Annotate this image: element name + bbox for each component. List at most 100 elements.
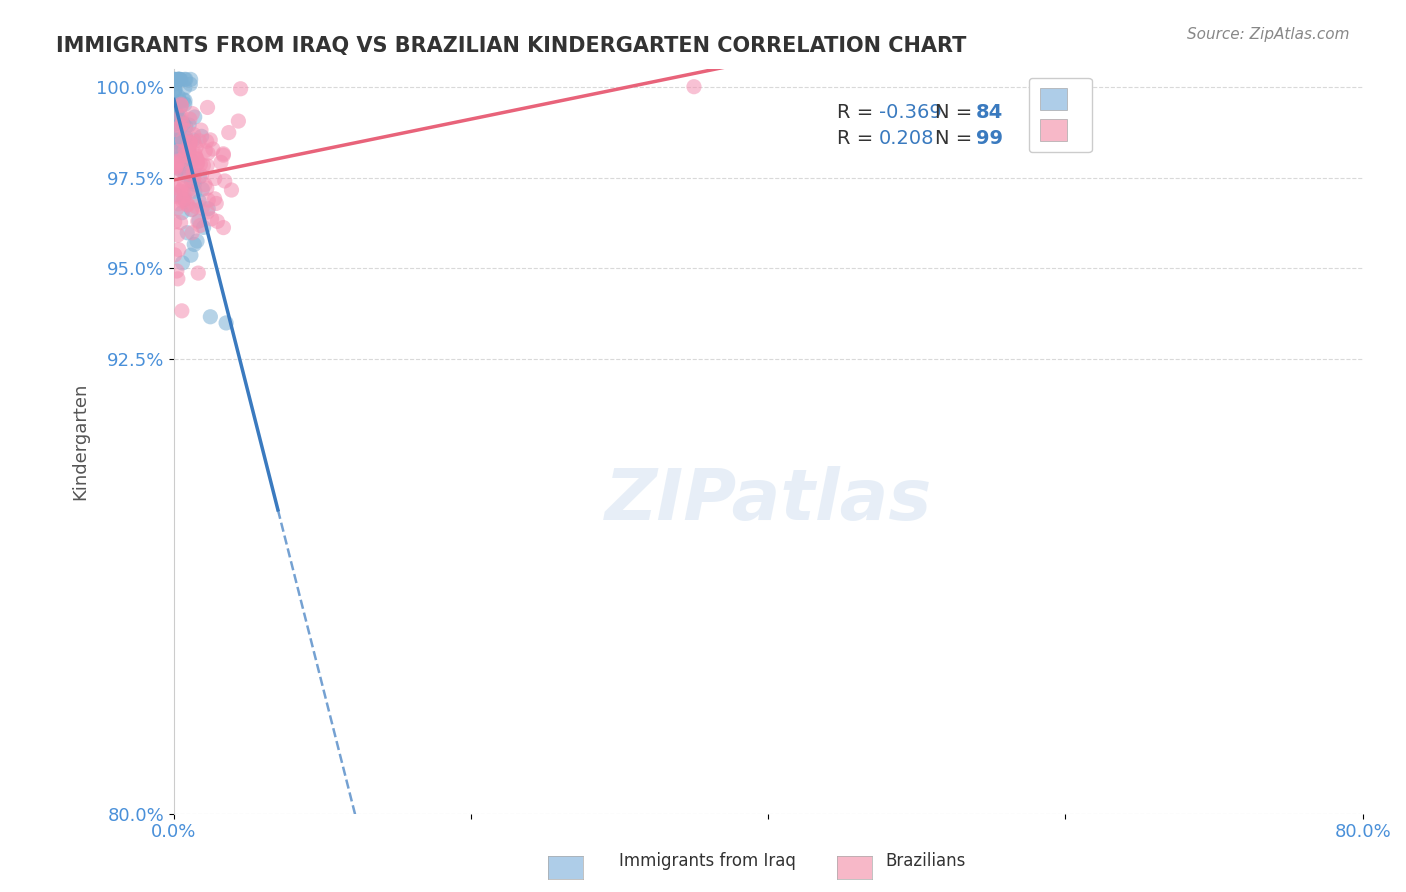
- Point: [179, 145, 201, 159]
- Point: [180, 72, 202, 87]
- Point: [194, 144, 217, 158]
- Point: [167, 243, 190, 257]
- Point: [170, 161, 193, 175]
- Point: [165, 160, 187, 174]
- Point: [167, 161, 190, 176]
- Text: Brazilians: Brazilians: [886, 852, 966, 870]
- Point: [207, 214, 229, 228]
- Point: [174, 143, 197, 157]
- Point: [179, 166, 201, 180]
- Point: [201, 211, 224, 226]
- Point: [170, 153, 193, 168]
- Point: [204, 171, 226, 186]
- Text: N =: N =: [935, 129, 979, 148]
- Point: [169, 216, 191, 230]
- Text: Source: ZipAtlas.com: Source: ZipAtlas.com: [1187, 27, 1350, 42]
- Point: [176, 226, 198, 240]
- Point: [170, 98, 193, 112]
- Point: [167, 72, 190, 87]
- Point: [179, 136, 201, 150]
- Point: [179, 77, 201, 91]
- Point: [174, 72, 197, 87]
- Point: [173, 97, 195, 112]
- Legend: , : ,: [1029, 78, 1092, 153]
- Point: [163, 83, 186, 97]
- Point: [215, 316, 238, 330]
- Point: [165, 115, 187, 129]
- Point: [173, 192, 195, 206]
- Point: [187, 214, 209, 228]
- Point: [172, 144, 194, 158]
- Point: [186, 151, 208, 165]
- Point: [169, 95, 191, 109]
- Text: Immigrants from Iraq: Immigrants from Iraq: [619, 852, 796, 870]
- Point: [187, 266, 209, 280]
- Point: [191, 182, 214, 196]
- Point: [194, 178, 217, 192]
- Point: [167, 145, 190, 159]
- Point: [163, 215, 186, 229]
- Point: [165, 163, 187, 178]
- Point: [165, 187, 187, 202]
- Point: [197, 193, 219, 207]
- Point: [163, 180, 186, 194]
- Point: [183, 110, 205, 124]
- Point: [169, 111, 191, 125]
- Point: [179, 136, 201, 150]
- Point: [166, 130, 188, 145]
- Point: [181, 226, 204, 240]
- Point: [173, 176, 195, 190]
- Point: [228, 114, 250, 128]
- Point: [163, 83, 186, 97]
- Point: [183, 128, 205, 142]
- Point: [190, 157, 212, 171]
- Point: [170, 163, 193, 178]
- Point: [174, 94, 197, 108]
- Point: [181, 202, 204, 217]
- Point: [191, 201, 214, 215]
- Point: [172, 140, 194, 154]
- Point: [177, 140, 200, 154]
- Point: [169, 72, 191, 87]
- Point: [221, 183, 243, 197]
- Point: [163, 117, 186, 131]
- Point: [197, 100, 219, 114]
- Point: [180, 155, 202, 169]
- Point: [172, 117, 194, 131]
- Point: [166, 116, 188, 130]
- Point: [180, 153, 202, 168]
- Point: [172, 182, 194, 196]
- Point: [177, 182, 200, 196]
- Point: [212, 148, 235, 162]
- Point: [174, 142, 197, 156]
- Point: [174, 168, 197, 182]
- Point: [167, 72, 190, 87]
- Point: [170, 109, 193, 123]
- Point: [167, 89, 190, 103]
- Point: [183, 173, 205, 187]
- Point: [183, 135, 205, 149]
- Point: [179, 118, 201, 132]
- Point: [212, 146, 235, 161]
- Point: [201, 142, 224, 156]
- Point: [172, 92, 194, 106]
- Point: [169, 72, 191, 87]
- Point: [166, 112, 188, 126]
- Point: [188, 134, 211, 148]
- Point: [212, 220, 235, 235]
- Point: [167, 72, 190, 87]
- Point: [167, 72, 190, 87]
- Point: [166, 228, 188, 243]
- Point: [190, 129, 212, 144]
- Point: [167, 133, 190, 147]
- Point: [180, 248, 202, 262]
- Point: [180, 175, 202, 189]
- Point: [190, 169, 212, 183]
- Point: [183, 168, 205, 182]
- Point: [166, 108, 188, 122]
- Point: [169, 144, 191, 158]
- Point: [173, 72, 195, 87]
- Point: [181, 166, 204, 180]
- Point: [167, 154, 190, 169]
- Text: IMMIGRANTS FROM IRAQ VS BRAZILIAN KINDERGARTEN CORRELATION CHART: IMMIGRANTS FROM IRAQ VS BRAZILIAN KINDER…: [56, 36, 966, 55]
